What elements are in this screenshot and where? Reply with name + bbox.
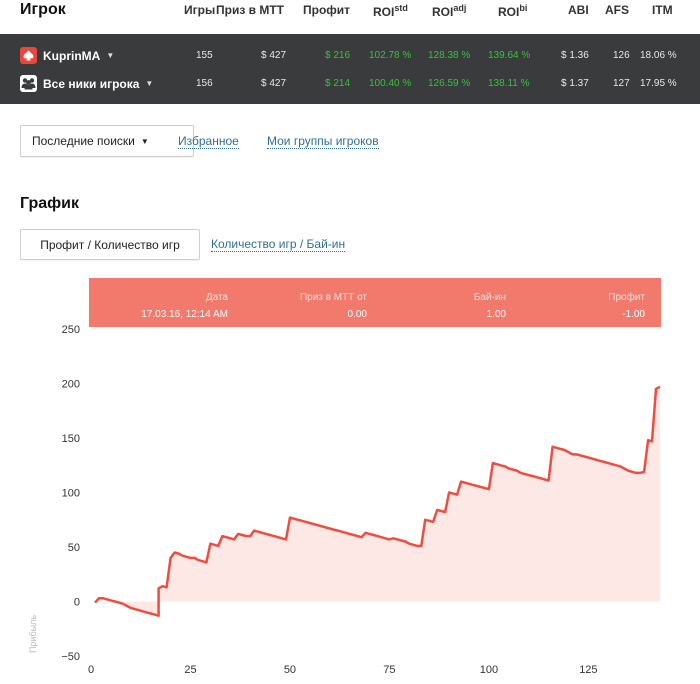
- chart-tooltip: Дата 17.03.16, 12:14 AM Приз в МТТ от 0.…: [89, 278, 661, 327]
- x-tick-label: 125: [579, 664, 597, 676]
- y-tick-label: −50: [61, 651, 80, 663]
- tooltip-date-value: 17.03.16, 12:14 AM: [141, 309, 228, 320]
- stats-row: Все ники игрока ▼ 156 $ 427 $ 214 100.40…: [0, 70, 700, 96]
- abi-value: $ 1.37: [561, 78, 589, 89]
- col-games-header[interactable]: Игры: [184, 3, 216, 17]
- x-tick-label: 50: [284, 664, 296, 676]
- prize-value: $ 427: [261, 78, 287, 89]
- nick-name: Все ники игрока: [43, 76, 140, 91]
- roi-adj-value: 126.59 %: [428, 78, 471, 89]
- stats-row: KuprinMA ▼ 155 $ 427 $ 216 102.78 % 128.…: [0, 42, 700, 68]
- y-tick-label: 150: [62, 433, 80, 445]
- tab-games-buyin[interactable]: Количество игр / Бай-ин: [211, 237, 346, 252]
- recent-searches-dropdown[interactable]: Последние поиски ▼: [20, 125, 194, 157]
- tooltip-prize-value: 0.00: [347, 309, 367, 320]
- col-roi-std-label: ROI: [373, 5, 395, 19]
- tooltip-buyin-label: Бай-ин: [473, 292, 506, 303]
- y-tick-label: 50: [68, 542, 80, 554]
- tooltip-buyin-value: 1.00: [486, 309, 506, 320]
- prize-value: $ 427: [261, 50, 287, 61]
- col-profit-header[interactable]: Профит: [303, 3, 351, 17]
- col-prize-header[interactable]: Приз в МТТ: [216, 3, 284, 17]
- roi-bi-value: 138.11 %: [488, 78, 530, 89]
- col-roi-adj-sup: adj: [453, 3, 467, 13]
- y-tick-label: 250: [62, 324, 80, 336]
- nick-name: KuprinMA: [43, 48, 101, 63]
- tooltip-date-label: Дата: [205, 292, 228, 303]
- nick-dropdown[interactable]: KuprinMA ▼: [20, 47, 114, 64]
- profit-series-line[interactable]: [94, 385, 661, 617]
- profit-chart[interactable]: −50 0 50 100 150 200 250 0 25 50 75 100 125 Прибыль: [0, 278, 700, 684]
- favorites-link[interactable]: Избранное: [178, 134, 239, 149]
- roi-std-value: 100.40 %: [369, 78, 412, 89]
- chevron-down-icon: ▼: [145, 79, 154, 88]
- tooltip-profit-label: Профит: [608, 292, 645, 303]
- x-tick-label: 100: [480, 664, 498, 676]
- chevron-down-icon: ▼: [140, 136, 149, 146]
- col-abi-header[interactable]: ABI: [568, 3, 589, 17]
- roi-bi-value: 139.64 %: [488, 50, 531, 61]
- col-roi-adj-label: ROI: [432, 5, 454, 19]
- page-title: Игрок: [20, 1, 66, 18]
- afs-value: 126: [613, 50, 630, 61]
- abi-value: $ 1.36: [561, 50, 589, 61]
- chevron-down-icon: ▼: [106, 51, 115, 60]
- pokerstars-spade-icon: [20, 47, 37, 64]
- group-users-icon: [20, 75, 37, 92]
- graph-section-title: График: [20, 195, 79, 212]
- col-roi-bi-label: ROI: [498, 5, 520, 19]
- col-roi-std-header[interactable]: ROIstd: [373, 3, 408, 19]
- games-value: 156: [196, 78, 213, 89]
- y-tick-label: 200: [62, 379, 80, 391]
- x-tick-label: 75: [383, 664, 395, 676]
- profit-area-fill: [94, 386, 661, 616]
- itm-value: 17.95 %: [640, 78, 677, 89]
- y-tick-label: 100: [62, 488, 80, 500]
- players-header: Игрок Игры Приз в МТТ Профит ROIstd ROIa…: [0, 0, 700, 34]
- tooltip-prize-label: Приз в МТТ от: [299, 292, 367, 303]
- tab-profit-games[interactable]: Профит / Количество игр: [20, 229, 200, 260]
- col-itm-header[interactable]: ITM: [652, 3, 673, 17]
- tooltip-profit-value: -1.00: [622, 309, 645, 320]
- games-value: 155: [196, 50, 213, 61]
- roi-adj-value: 128.38 %: [428, 50, 471, 61]
- col-roi-bi-sup: bi: [519, 3, 528, 13]
- player-stats-panel: KuprinMA ▼ 155 $ 427 $ 216 102.78 % 128.…: [0, 34, 700, 104]
- col-roi-std-sup: std: [394, 3, 408, 13]
- itm-value: 18.06 %: [640, 50, 677, 61]
- x-tick-label: 25: [184, 664, 196, 676]
- x-tick-label: 0: [88, 664, 94, 676]
- profit-value: $ 216: [325, 50, 351, 61]
- col-roi-adj-header[interactable]: ROIadj: [432, 3, 466, 19]
- my-groups-link[interactable]: Мои группы игроков: [267, 134, 379, 149]
- y-axis-label: Прибыль: [28, 615, 38, 653]
- nick-dropdown[interactable]: Все ники игрока ▼: [20, 75, 153, 92]
- col-roi-bi-header[interactable]: ROIbi: [498, 3, 527, 19]
- recent-searches-label: Последние поиски: [32, 134, 135, 148]
- col-afs-header[interactable]: AFS: [605, 3, 629, 17]
- roi-std-value: 102.78 %: [369, 50, 412, 61]
- afs-value: 127: [613, 78, 630, 89]
- y-tick-label: 0: [74, 597, 80, 609]
- profit-value: $ 214: [325, 78, 351, 89]
